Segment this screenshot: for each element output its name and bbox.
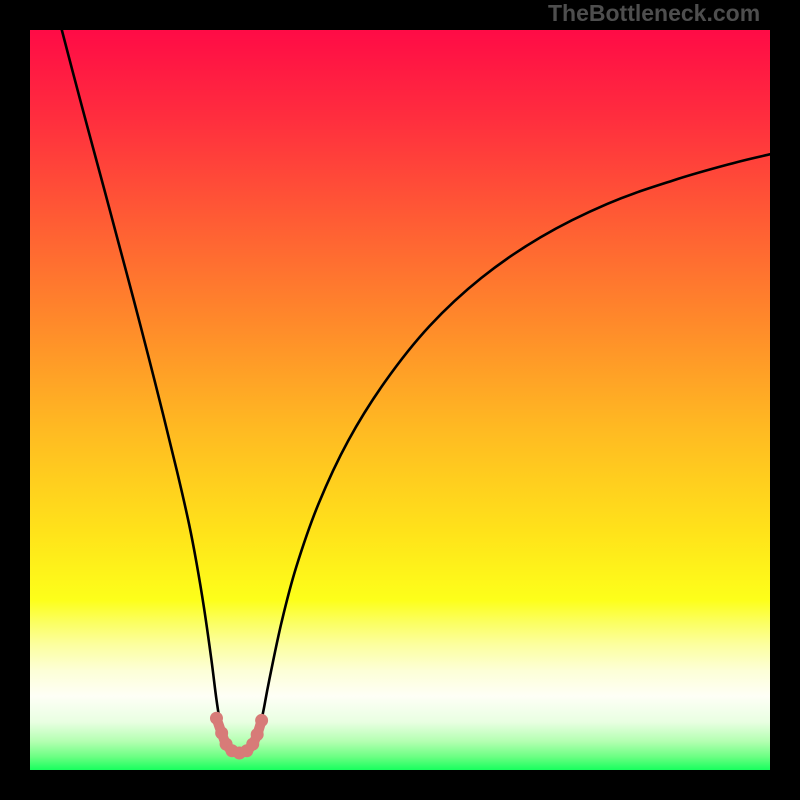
optimal-range-marker <box>215 727 228 740</box>
optimal-range-marker <box>210 712 223 725</box>
source-watermark: TheBottleneck.com <box>548 0 760 27</box>
chart-plot-area <box>30 30 770 770</box>
chart-frame <box>0 0 800 800</box>
bottleneck-curve <box>62 30 770 753</box>
chart-svg <box>30 30 770 770</box>
optimal-range-marker <box>251 728 264 741</box>
optimal-range-marker <box>255 714 268 727</box>
